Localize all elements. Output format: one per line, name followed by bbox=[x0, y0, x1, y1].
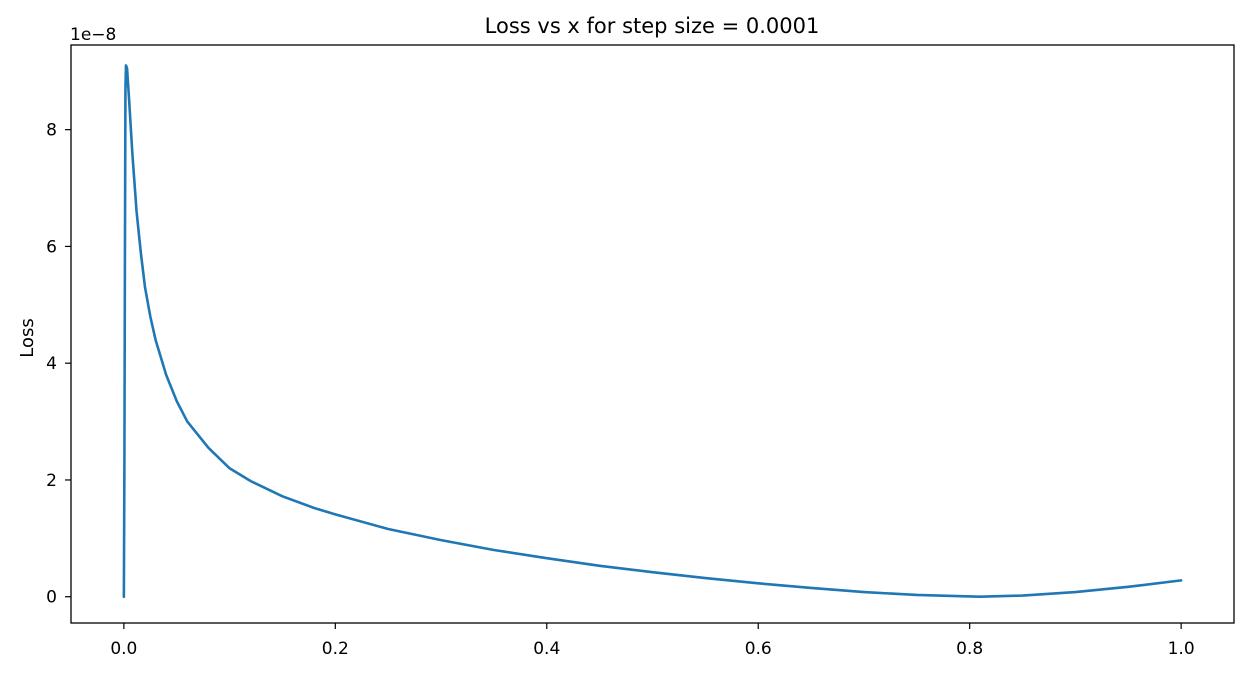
x-axis-ticks: 0.0 0.2 0.4 0.6 0.8 1.0 bbox=[110, 623, 1195, 659]
series-line bbox=[122, 64, 1183, 599]
y-axis-ticks: 0 2 4 6 8 bbox=[46, 121, 71, 608]
y-tick-label: 4 bbox=[46, 354, 57, 374]
y-tick-label: 2 bbox=[46, 471, 57, 491]
series-layer bbox=[122, 64, 1183, 599]
y-tick-label: 8 bbox=[46, 121, 57, 141]
x-tick-label: 0.8 bbox=[956, 639, 983, 659]
y-offset-label: 1e−8 bbox=[70, 25, 116, 45]
x-tick-label: 0.4 bbox=[533, 639, 560, 659]
chart-title: Loss vs x for step size = 0.0001 bbox=[485, 14, 820, 38]
x-tick-label: 0.2 bbox=[322, 639, 349, 659]
y-tick-label: 0 bbox=[46, 588, 57, 608]
x-tick-label: 1.0 bbox=[1168, 639, 1195, 659]
plot-area-frame bbox=[70, 44, 1235, 624]
x-tick-label: 0.0 bbox=[110, 639, 137, 659]
x-tick-label: 0.6 bbox=[745, 639, 772, 659]
y-tick-label: 6 bbox=[46, 237, 57, 257]
y-axis-label: Loss bbox=[17, 318, 38, 357]
